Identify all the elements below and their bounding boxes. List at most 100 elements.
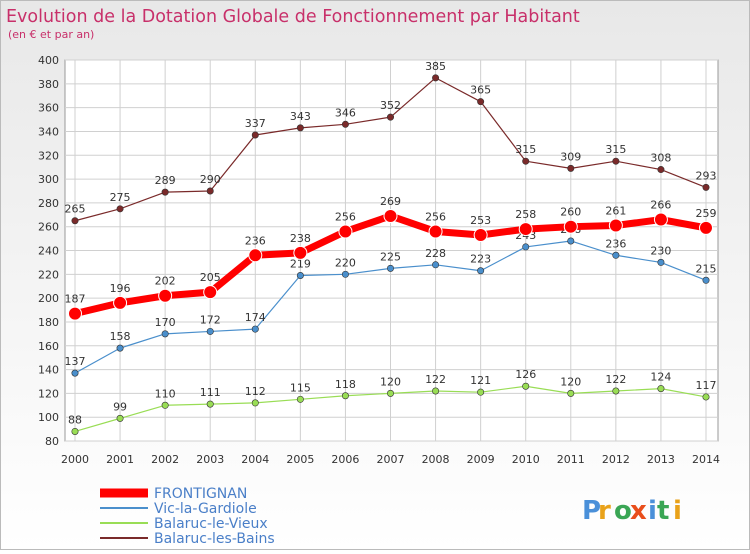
data-label: 99 [113, 400, 127, 413]
x-tick-label: 2001 [106, 453, 134, 466]
x-tick-label: 2006 [331, 453, 359, 466]
data-point [293, 245, 308, 260]
data-point [657, 258, 665, 266]
y-tick-label: 240 [38, 245, 59, 258]
logo-letter: r [598, 496, 611, 526]
y-tick-label: 400 [38, 54, 59, 67]
data-point [248, 248, 263, 263]
data-point [71, 369, 79, 377]
data-label: 118 [335, 378, 356, 391]
x-tick-label: 2009 [467, 453, 495, 466]
data-label: 196 [110, 282, 131, 295]
data-point [386, 264, 394, 272]
data-label: 111 [200, 386, 221, 399]
data-label: 228 [425, 247, 446, 260]
y-tick-label: 380 [38, 78, 59, 91]
data-point [477, 267, 485, 275]
data-point [608, 218, 623, 233]
data-point [296, 395, 304, 403]
x-tick-label: 2008 [422, 453, 450, 466]
logo-letter: o [614, 496, 632, 526]
data-point [477, 98, 485, 106]
data-label: 352 [380, 99, 401, 112]
y-tick-label: 280 [38, 197, 59, 210]
data-label: 174 [245, 311, 266, 324]
data-label: 259 [696, 207, 717, 220]
data-point [699, 220, 713, 235]
data-label: 269 [380, 195, 401, 208]
data-label: 253 [470, 214, 491, 227]
data-label: 170 [155, 316, 176, 329]
data-label: 260 [560, 206, 581, 219]
data-point [432, 74, 440, 82]
data-label: 309 [560, 150, 581, 163]
data-point [68, 306, 82, 321]
x-tick-label: 2014 [692, 453, 720, 466]
data-point [341, 270, 349, 278]
data-label: 202 [155, 275, 176, 288]
data-point [116, 205, 124, 213]
data-point [71, 427, 79, 435]
data-point [432, 387, 440, 395]
data-point [612, 387, 620, 395]
data-label: 158 [110, 330, 131, 343]
data-point [116, 414, 124, 422]
data-point [341, 392, 349, 400]
data-label: 343 [290, 110, 311, 123]
data-point [251, 399, 259, 407]
data-label: 225 [380, 250, 401, 263]
x-tick-label: 2003 [196, 453, 224, 466]
data-label: 137 [65, 355, 86, 368]
data-point [386, 113, 394, 121]
data-label: 290 [200, 173, 221, 186]
data-point [563, 219, 578, 234]
data-point [473, 228, 488, 243]
data-point [161, 188, 169, 196]
logo-letter: t [657, 496, 669, 526]
data-label: 219 [290, 258, 311, 271]
data-point [206, 187, 214, 195]
y-tick-label: 300 [38, 173, 59, 186]
y-tick-label: 360 [38, 102, 59, 115]
data-point [206, 327, 214, 335]
data-label: 220 [335, 256, 356, 269]
chart-title: Evolution de la Dotation Globale de Fonc… [6, 7, 580, 27]
data-label: 289 [155, 174, 176, 187]
data-point [203, 285, 218, 300]
y-tick-label: 160 [38, 340, 59, 353]
data-point [296, 124, 304, 132]
y-tick-label: 120 [38, 387, 59, 400]
data-point [477, 388, 485, 396]
plot-area: 80 100 120 140 160 180 200 220 240 260 280 300 320 34… [38, 54, 720, 466]
data-point [567, 237, 575, 245]
data-label: 223 [470, 253, 491, 266]
data-label: 187 [65, 293, 86, 306]
data-point [386, 389, 394, 397]
logo-letter: P [582, 496, 601, 526]
x-tick-label: 2012 [602, 453, 630, 466]
data-point [428, 224, 443, 239]
data-label: 88 [68, 413, 82, 426]
data-label: 258 [515, 208, 536, 221]
legend-label: Vic-la-Gardiole [154, 501, 257, 517]
legend-label: Balaruc-les-Bains [154, 531, 275, 547]
data-label: 315 [515, 143, 536, 156]
data-point [161, 401, 169, 409]
logo-letter: i [673, 496, 682, 526]
data-point [653, 212, 668, 227]
data-label: 126 [515, 368, 536, 381]
data-label: 346 [335, 106, 356, 119]
y-tick-label: 320 [38, 149, 59, 162]
x-tick-label: 2004 [241, 453, 269, 466]
data-point [522, 157, 530, 165]
data-point [612, 157, 620, 165]
data-label: 385 [425, 60, 446, 73]
data-label: 230 [650, 244, 671, 257]
chart-subtitle: (en € et par an) [8, 28, 94, 41]
data-label: 236 [605, 237, 626, 250]
y-tick-label: 220 [38, 268, 59, 281]
data-label: 205 [200, 271, 221, 284]
data-label: 256 [335, 210, 356, 223]
data-label: 110 [155, 387, 176, 400]
